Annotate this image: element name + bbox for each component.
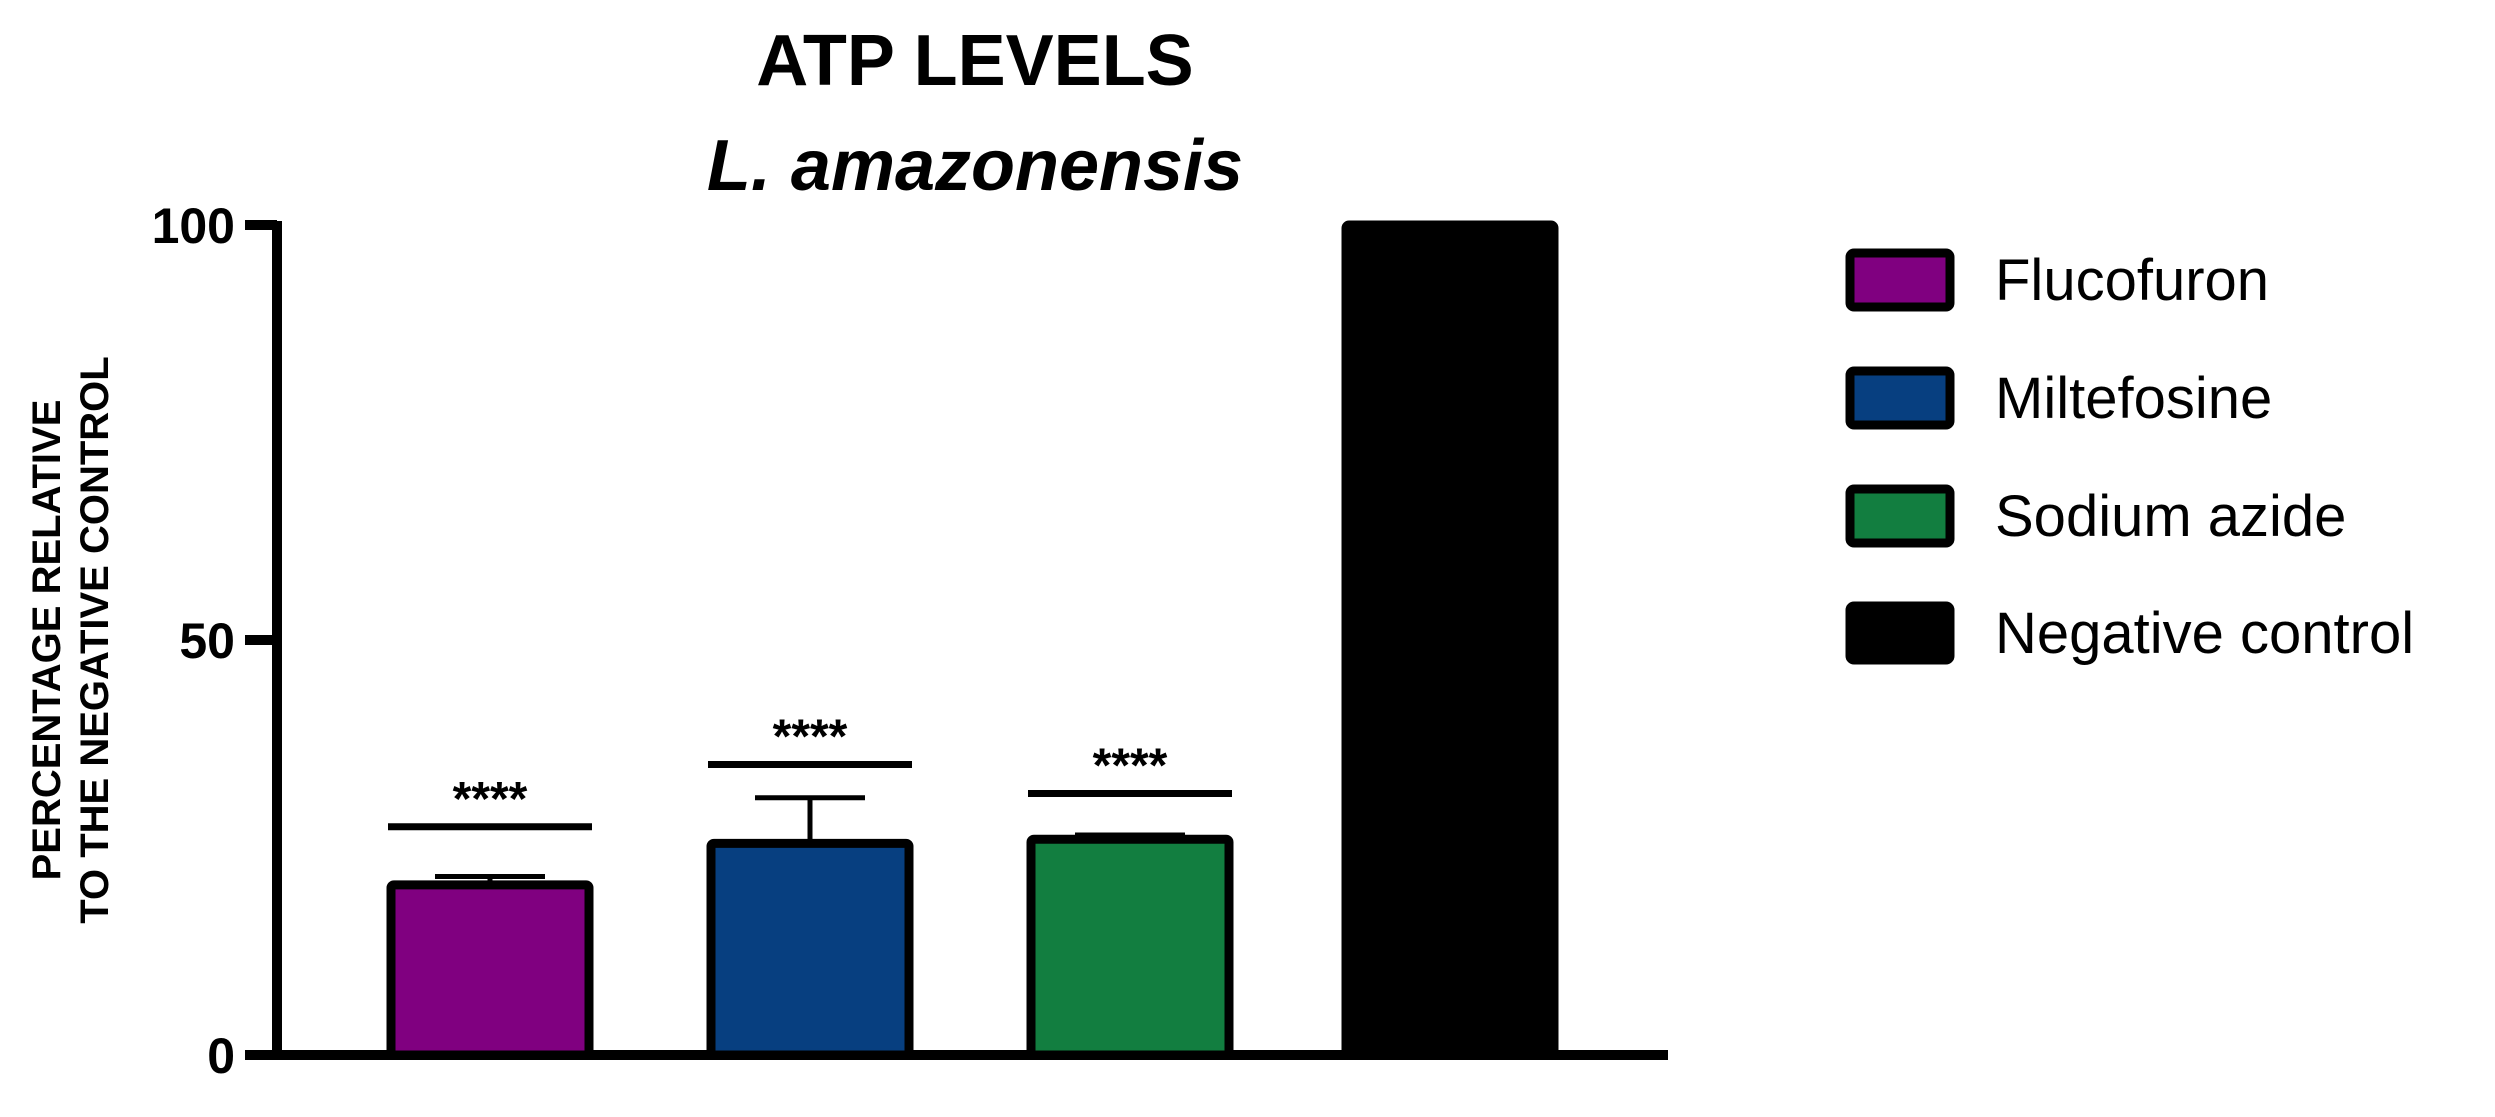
y-axis-label-line1: PERCENTAGE RELATIVE [25,400,69,881]
legend-label: Miltefosine [1995,366,2272,431]
bars: **** **** **** [386,220,1559,1060]
chart-title: ATP LEVELS [756,21,1193,101]
bar-group [1341,220,1559,1060]
bar [1341,220,1559,1060]
bar-group: **** [386,773,594,1060]
legend-swatch [1845,366,1955,430]
y-tick-label: 0 [207,1028,235,1084]
y-tick-label: 100 [152,198,235,254]
significance-label: **** [1093,740,1168,793]
bar-group: **** [706,711,914,1060]
chart-subtitle: L. amazonensis [707,126,1243,206]
legend-swatch [1845,248,1955,312]
bar [386,880,594,1060]
legend-item: Miltefosine [1845,366,2272,431]
legend-label: Flucofuron [1995,248,2269,313]
legend-label: Sodium azide [1995,484,2346,549]
legend-label: Negative control [1995,601,2414,666]
significance-label: **** [773,711,848,764]
y-axis-label-line2: TO THE NEGATIVE CONTROL [73,356,117,923]
legend-swatch [1845,484,1955,548]
legend: Flucofuron Miltefosine Sodium azide Negativ… [1845,248,2414,666]
y-tick-label: 50 [179,613,235,669]
significance-label: **** [453,773,528,826]
bar-group: **** [1026,740,1234,1060]
bar [706,838,914,1060]
legend-swatch [1845,601,1955,665]
legend-item: Flucofuron [1845,248,2269,313]
y-axis-label: PERCENTAGE RELATIVE TO THE NEGATIVE CONT… [25,356,117,923]
legend-item: Sodium azide [1845,484,2346,549]
legend-item: Negative control [1845,601,2414,666]
bar [1026,834,1234,1060]
